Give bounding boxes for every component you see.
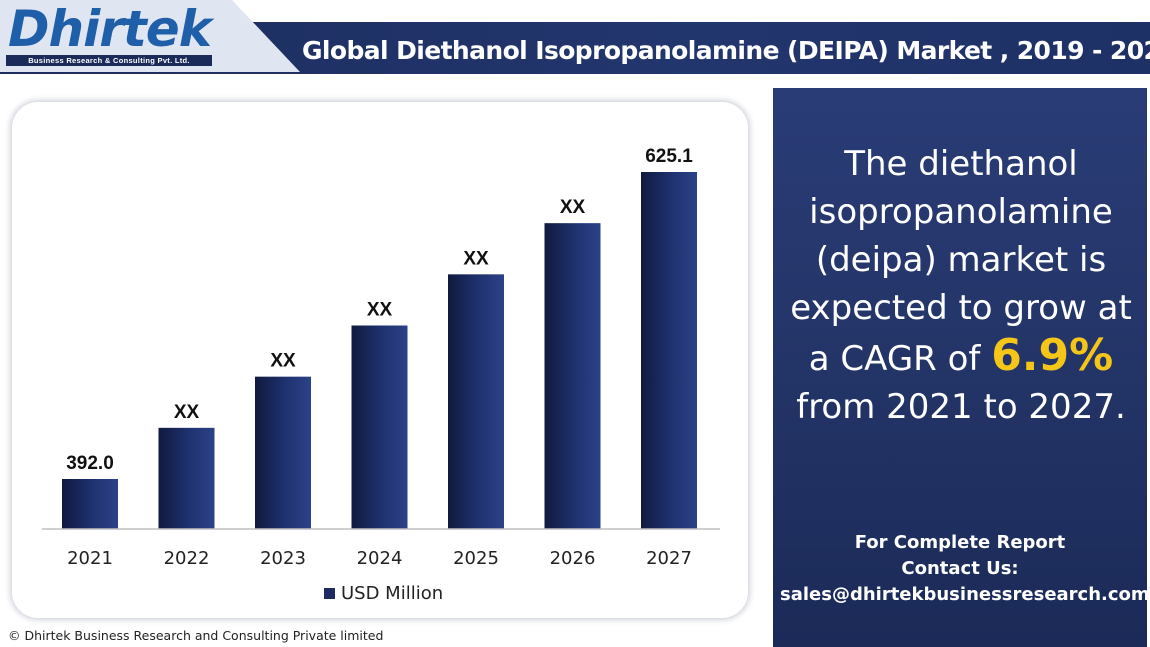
cagr-value: 6.9%: [991, 330, 1114, 381]
data-label-2021: 392.0: [66, 453, 114, 474]
x-tick-2024: 2024: [357, 548, 403, 569]
panel-edge: [1147, 88, 1150, 647]
summary-panel: [773, 88, 1150, 647]
bar-2021: [62, 479, 118, 529]
logo: Dhirtek Business Research & Consulting P…: [0, 0, 300, 72]
bar-2024: [351, 325, 408, 529]
summary-text-after: from 2021 to 2027.: [796, 387, 1126, 427]
contact-label: Contact Us:: [901, 558, 1019, 579]
bar-2022: [158, 427, 215, 529]
header-bar: Dhirtek Business Research & Consulting P…: [0, 0, 1150, 88]
copyright-notice: © Dhirtek Business Research and Consulti…: [8, 628, 384, 643]
contact-email[interactable]: sales@dhirtekbusinessresearch.com: [780, 584, 1150, 605]
logo-text: Dhirtek: [8, 0, 212, 58]
data-label-2027: 625.1: [645, 146, 693, 167]
page-title: Global Diethanol Isopropanolamine (DEIPA…: [302, 36, 1150, 65]
data-label-2023: XX: [270, 351, 296, 372]
bar-2026: [544, 223, 601, 529]
x-tick-2022: 2022: [164, 548, 210, 569]
legend-label: USD Million: [341, 583, 443, 604]
contact-block: For Complete Report Contact Us: sales@dh…: [780, 530, 1150, 608]
x-tick-2027: 2027: [646, 548, 692, 569]
x-tick-2021: 2021: [67, 548, 113, 569]
bar-2025: [448, 274, 504, 529]
summary-text-before: The diethanol isopropanolamine (deipa) m…: [790, 144, 1132, 379]
legend-swatch: [324, 588, 335, 599]
bar-2027: [641, 172, 697, 529]
market-summary: The diethanol isopropanolamine (deipa) m…: [778, 140, 1144, 431]
x-tick-2023: 2023: [260, 548, 306, 569]
data-label-2024: XX: [367, 300, 393, 321]
data-label-2026: XX: [560, 197, 586, 218]
x-tick-2026: 2026: [550, 548, 596, 569]
contact-heading: For Complete Report: [854, 532, 1066, 553]
bar-chart: 392.0 2021 XX 2022 XX 2023 XX 2024 XX 2025 XX 2026 6…: [42, 146, 720, 604]
data-label-2022: XX: [174, 402, 200, 423]
x-tick-2025: 2025: [453, 548, 499, 569]
logo-subtitle: Business Research & Consulting Pvt. Ltd.: [6, 55, 212, 66]
data-label-2025: XX: [463, 248, 489, 269]
bar-2023: [255, 376, 311, 529]
